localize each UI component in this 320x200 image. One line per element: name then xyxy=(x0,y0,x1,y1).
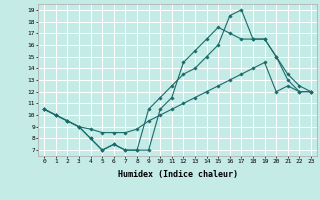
X-axis label: Humidex (Indice chaleur): Humidex (Indice chaleur) xyxy=(118,170,238,179)
